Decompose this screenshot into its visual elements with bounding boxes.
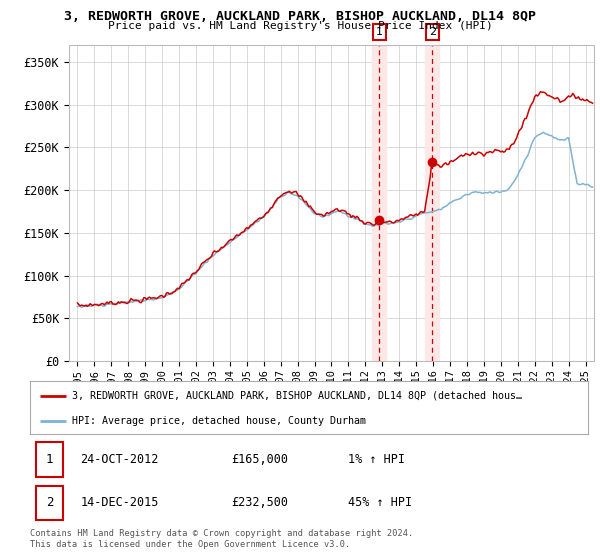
Text: 1% ↑ HPI: 1% ↑ HPI [348,453,405,466]
Text: 3, REDWORTH GROVE, AUCKLAND PARK, BISHOP AUCKLAND, DL14 8QP (detached hous…: 3, REDWORTH GROVE, AUCKLAND PARK, BISHOP… [72,391,522,401]
Text: £165,000: £165,000 [231,453,288,466]
FancyBboxPatch shape [35,442,64,477]
Text: 1: 1 [376,27,383,37]
Text: £232,500: £232,500 [231,497,288,510]
Text: 2: 2 [46,497,53,510]
Text: Price paid vs. HM Land Registry's House Price Index (HPI): Price paid vs. HM Land Registry's House … [107,21,493,31]
Bar [373,45,386,361]
Bar [425,45,439,361]
Text: Contains HM Land Registry data © Crown copyright and database right 2024.
This d: Contains HM Land Registry data © Crown c… [30,529,413,549]
Text: 14-DEC-2015: 14-DEC-2015 [80,497,158,510]
Text: 24-OCT-2012: 24-OCT-2012 [80,453,158,466]
Text: 1: 1 [46,453,53,466]
FancyBboxPatch shape [35,486,64,520]
Text: 2: 2 [429,27,436,37]
Text: 45% ↑ HPI: 45% ↑ HPI [348,497,412,510]
Text: HPI: Average price, detached house, County Durham: HPI: Average price, detached house, Coun… [72,416,366,426]
Text: 3, REDWORTH GROVE, AUCKLAND PARK, BISHOP AUCKLAND, DL14 8QP: 3, REDWORTH GROVE, AUCKLAND PARK, BISHOP… [64,10,536,23]
